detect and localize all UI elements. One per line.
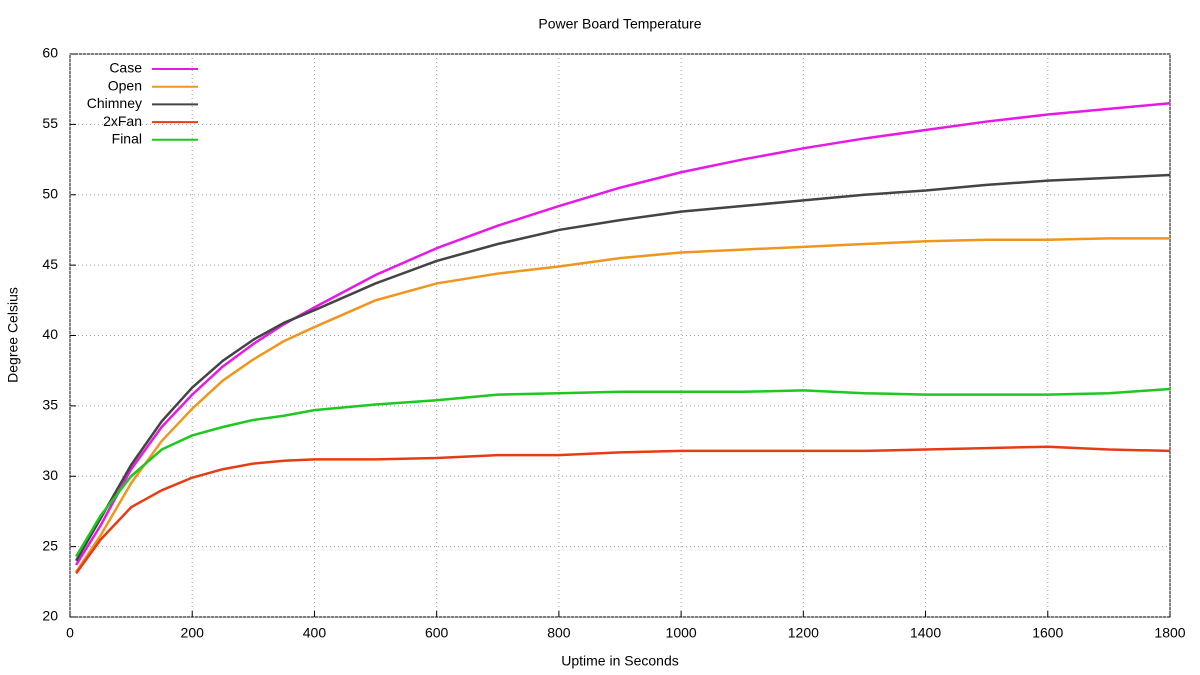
series-line (75, 237, 1170, 573)
series-line (75, 445, 1171, 575)
x-tick-label: 800 (547, 625, 571, 641)
series-line (75, 387, 1171, 558)
chart-title: Power Board Temperature (538, 16, 701, 32)
y-tick-label: 30 (42, 467, 58, 483)
y-tick-label: 20 (42, 608, 58, 624)
x-axis-label: Uptime in Seconds (561, 653, 679, 669)
y-tick-label: 45 (42, 256, 58, 272)
x-tick-label: 1400 (910, 625, 941, 641)
legend-label: Final (112, 131, 142, 147)
legend-label: Chimney (87, 95, 142, 111)
x-tick-label: 1600 (1032, 625, 1063, 641)
x-tick-label: 400 (303, 625, 327, 641)
y-tick-label: 35 (42, 397, 58, 413)
y-tick-label: 40 (42, 326, 58, 342)
x-tick-label: 1000 (666, 625, 697, 641)
legend-label: 2xFan (103, 113, 142, 129)
y-tick-label: 25 (42, 537, 58, 553)
series-line (75, 102, 1171, 566)
series-line (75, 173, 1171, 562)
x-tick-label: 1800 (1154, 625, 1185, 641)
x-tick-label: 1200 (788, 625, 819, 641)
y-tick-label: 55 (42, 115, 58, 131)
y-axis-label: Degree Celsius (5, 287, 21, 383)
y-tick-label: 60 (42, 45, 58, 61)
x-tick-label: 200 (181, 625, 205, 641)
legend-label: Case (109, 60, 142, 76)
x-tick-label: 600 (425, 625, 449, 641)
x-tick-label: 0 (66, 625, 74, 641)
y-tick-label: 50 (42, 185, 58, 201)
legend-label: Open (108, 77, 142, 93)
